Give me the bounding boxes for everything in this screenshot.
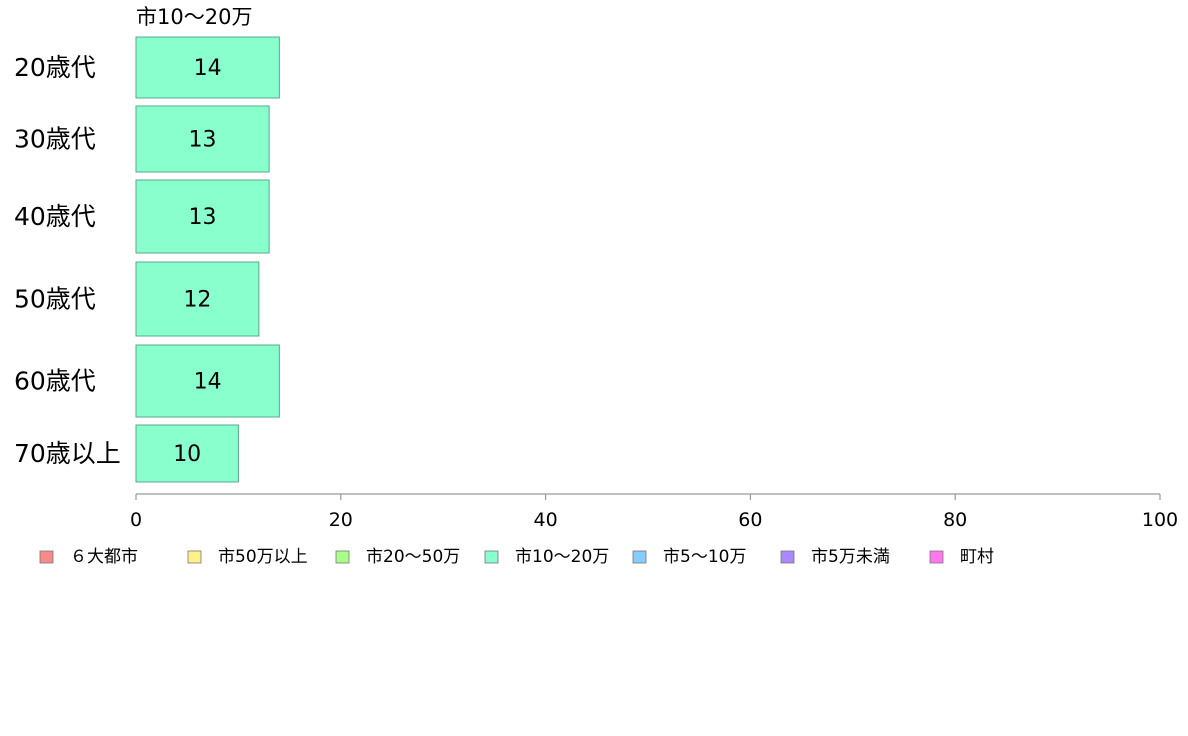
legend-swatch [335,550,350,564]
legend-swatch [39,550,54,564]
bar [135,105,270,173]
x-tick-label: 80 [943,509,967,531]
legend-label: ６大都市 [70,547,138,567]
category-labels: 20歳代 30歳代 40歳代 50歳代 60歳代 70歳以上 [14,53,121,468]
x-axis: 0 20 40 60 80 100 [130,493,1178,531]
series-title: 市10〜20万 [136,5,252,29]
category-label: 40歳代 [14,202,96,231]
legend-swatch [484,550,499,564]
legend-label: 市5〜10万 [663,547,746,567]
legend-swatch [780,550,795,564]
legend-label: 市50万以上 [218,547,308,567]
x-tick-label: 20 [329,509,353,531]
legend-swatch [632,550,647,564]
bar [135,424,239,483]
legend-label: 町村 [960,547,994,567]
x-tick-label: 100 [1142,509,1178,531]
data-label: 13 [189,205,217,230]
bar [135,179,270,254]
legend-label: 市20〜50万 [366,547,460,567]
x-tick-label: 40 [534,509,558,531]
data-label: 13 [189,128,217,153]
category-label: 30歳代 [14,125,96,154]
value-labels: 14 13 13 12 14 10 [173,56,221,467]
legend-label: 市10〜20万 [515,547,609,567]
category-label: 70歳以上 [14,439,121,468]
legend-label: 市5万未満 [811,547,890,567]
bars [135,36,280,483]
data-label: 14 [194,56,222,81]
legend: ６大都市 市50万以上 市20〜50万 市10〜20万 市5〜10万 市5万未満 町村 [39,547,994,567]
category-label: 20歳代 [14,53,96,82]
data-label: 12 [183,288,211,313]
category-label: 60歳代 [14,367,96,396]
bar [135,261,260,337]
x-tick-label: 0 [130,509,142,531]
bar [135,36,280,99]
bar [135,344,280,418]
category-label: 50歳代 [14,285,96,314]
legend-swatch [929,550,944,564]
data-label: 10 [173,442,201,467]
x-tick-label: 60 [738,509,762,531]
legend-swatch [187,550,202,564]
data-label: 14 [194,370,222,395]
